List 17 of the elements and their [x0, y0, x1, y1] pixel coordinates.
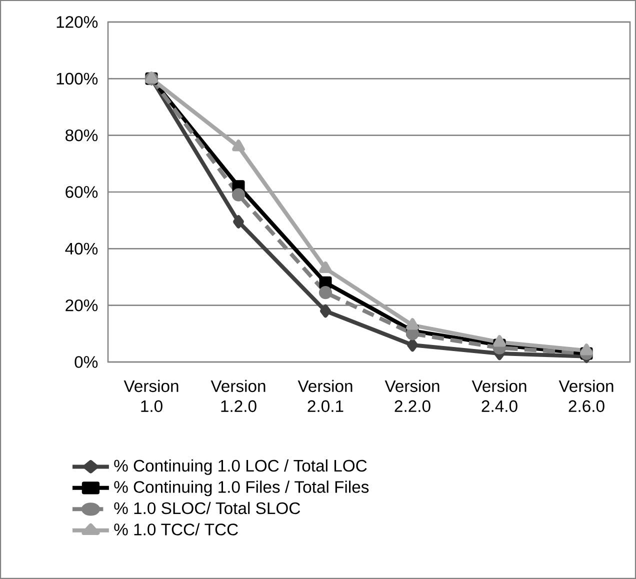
y-tick-label: 40%	[65, 242, 98, 255]
x-tick-label: Version 1.0	[124, 380, 178, 412]
y-tick-label: 0%	[74, 356, 98, 368]
x-tick-label: Version 2.4.0	[472, 380, 526, 412]
legend-label: % 1.0 SLOC/ Total SLOC	[114, 502, 300, 514]
x-tick-label: Version 1.2.0	[210, 380, 266, 412]
legend-label: % 1.0 TCC/ TCC	[114, 523, 238, 536]
legend-label: % Continuing 1.0 Files / Total Files	[114, 480, 369, 496]
y-tick-label: 120%	[56, 16, 98, 28]
y-tick-label: 100%	[56, 72, 98, 85]
x-tick-label: Version 2.6.0	[558, 380, 614, 412]
x-tick-label: Version 2.2.0	[384, 380, 440, 412]
y-tick-label: 60%	[66, 186, 98, 198]
legend-label: % Continuing 1.0 LOC / Total LOC	[114, 459, 367, 475]
y-tick-label: 20%	[66, 299, 98, 312]
x-tick-label: Version 2.0.1	[298, 380, 352, 412]
y-tick-label: 80%	[66, 129, 98, 142]
